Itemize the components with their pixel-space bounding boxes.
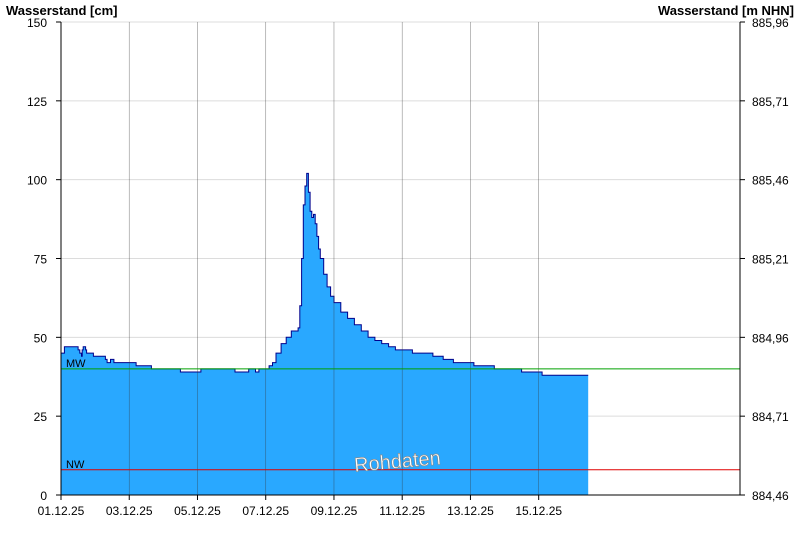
y-tick-label-right: 884,71 [752, 410, 789, 424]
reference-label-nw: NW [66, 459, 85, 471]
y-tick-label-right: 885,21 [752, 253, 789, 267]
y-tick-label-left: 75 [34, 253, 48, 267]
y-tick-label-left: 100 [27, 174, 47, 188]
x-tick-label: 07.12.25 [242, 504, 289, 518]
x-tick-label: 15.12.25 [515, 504, 562, 518]
y-tick-label-left: 0 [40, 489, 47, 503]
y-tick-label-right: 885,46 [752, 174, 789, 188]
x-tick-label: 13.12.25 [447, 504, 494, 518]
series-area [61, 173, 589, 495]
x-tick-label: 09.12.25 [311, 504, 358, 518]
series-line [61, 172, 589, 376]
x-tick-label: 01.12.25 [38, 504, 85, 518]
reference-label-mw: MW [66, 358, 86, 370]
right-axis-title: Wasserstand [m NHN] [657, 3, 794, 18]
y-tick-label-left: 125 [27, 95, 47, 109]
y-tick-label-left: 50 [34, 331, 48, 345]
y-tick-label-left: 150 [27, 16, 47, 30]
watermark-text: Rohdaten [353, 447, 441, 476]
x-tick-label: 11.12.25 [379, 504, 425, 518]
y-tick-label-right: 884,96 [752, 331, 789, 345]
y-tick-label-left: 25 [34, 410, 48, 424]
x-tick-label: 05.12.25 [174, 504, 221, 518]
y-tick-label-right: 884,46 [752, 489, 789, 503]
left-axis-title: Wasserstand [cm] [6, 3, 118, 18]
y-tick-label-right: 885,96 [752, 16, 789, 30]
y-tick-label-right: 885,71 [752, 95, 789, 109]
x-tick-label: 03.12.25 [106, 504, 153, 518]
